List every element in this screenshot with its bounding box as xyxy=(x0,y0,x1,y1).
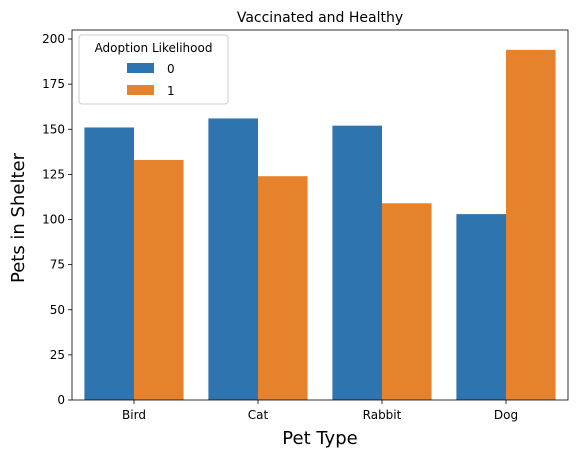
y-tick-label: 200 xyxy=(42,32,65,46)
axes-layer: 0 25 50 75 100 125 150 175 200 Bird Cat Rabbit Dog xyxy=(42,29,569,422)
legend-label-series-1: 1 xyxy=(167,84,175,98)
y-tick-label: 25 xyxy=(50,348,65,362)
legend: Adoption Likelihood 0 1 xyxy=(78,34,229,105)
legend-title: Adoption Likelihood xyxy=(95,41,213,55)
x-tick-label-cat: Cat xyxy=(248,408,269,422)
y-tick-label: 125 xyxy=(42,167,65,181)
bar-rabbit-series-1 xyxy=(382,203,432,400)
bar-dog-series-1 xyxy=(506,49,556,400)
bar-bird-series-1 xyxy=(134,159,184,400)
y-tick-label: 100 xyxy=(42,213,65,227)
plot-frame xyxy=(71,29,569,401)
y-tick-label: 0 xyxy=(57,393,65,407)
x-axis-label: Pet Type xyxy=(282,428,357,449)
y-axis-label: Pets in Shelter xyxy=(8,152,29,283)
legend-swatch-series-0 xyxy=(127,63,154,73)
x-tick-label-rabbit: Rabbit xyxy=(363,408,402,422)
x-tick-label-bird: Bird xyxy=(122,408,146,422)
legend-swatch-series-1 xyxy=(127,85,154,95)
legend-label-series-0: 0 xyxy=(167,62,175,76)
bar-cat-series-1 xyxy=(258,176,308,400)
bars-layer xyxy=(84,49,556,401)
bar-cat-series-0 xyxy=(208,118,258,400)
y-tick-label: 50 xyxy=(50,303,65,317)
y-tick-label: 175 xyxy=(42,77,65,91)
bar-rabbit-series-0 xyxy=(332,125,382,400)
x-tick-label-dog: Dog xyxy=(494,408,518,422)
bar-bird-series-0 xyxy=(84,127,134,401)
chart-title: Vaccinated and Healthy xyxy=(237,10,403,26)
y-tick-label: 75 xyxy=(50,258,65,272)
bar-dog-series-0 xyxy=(456,214,506,400)
y-tick-label: 150 xyxy=(42,122,65,136)
